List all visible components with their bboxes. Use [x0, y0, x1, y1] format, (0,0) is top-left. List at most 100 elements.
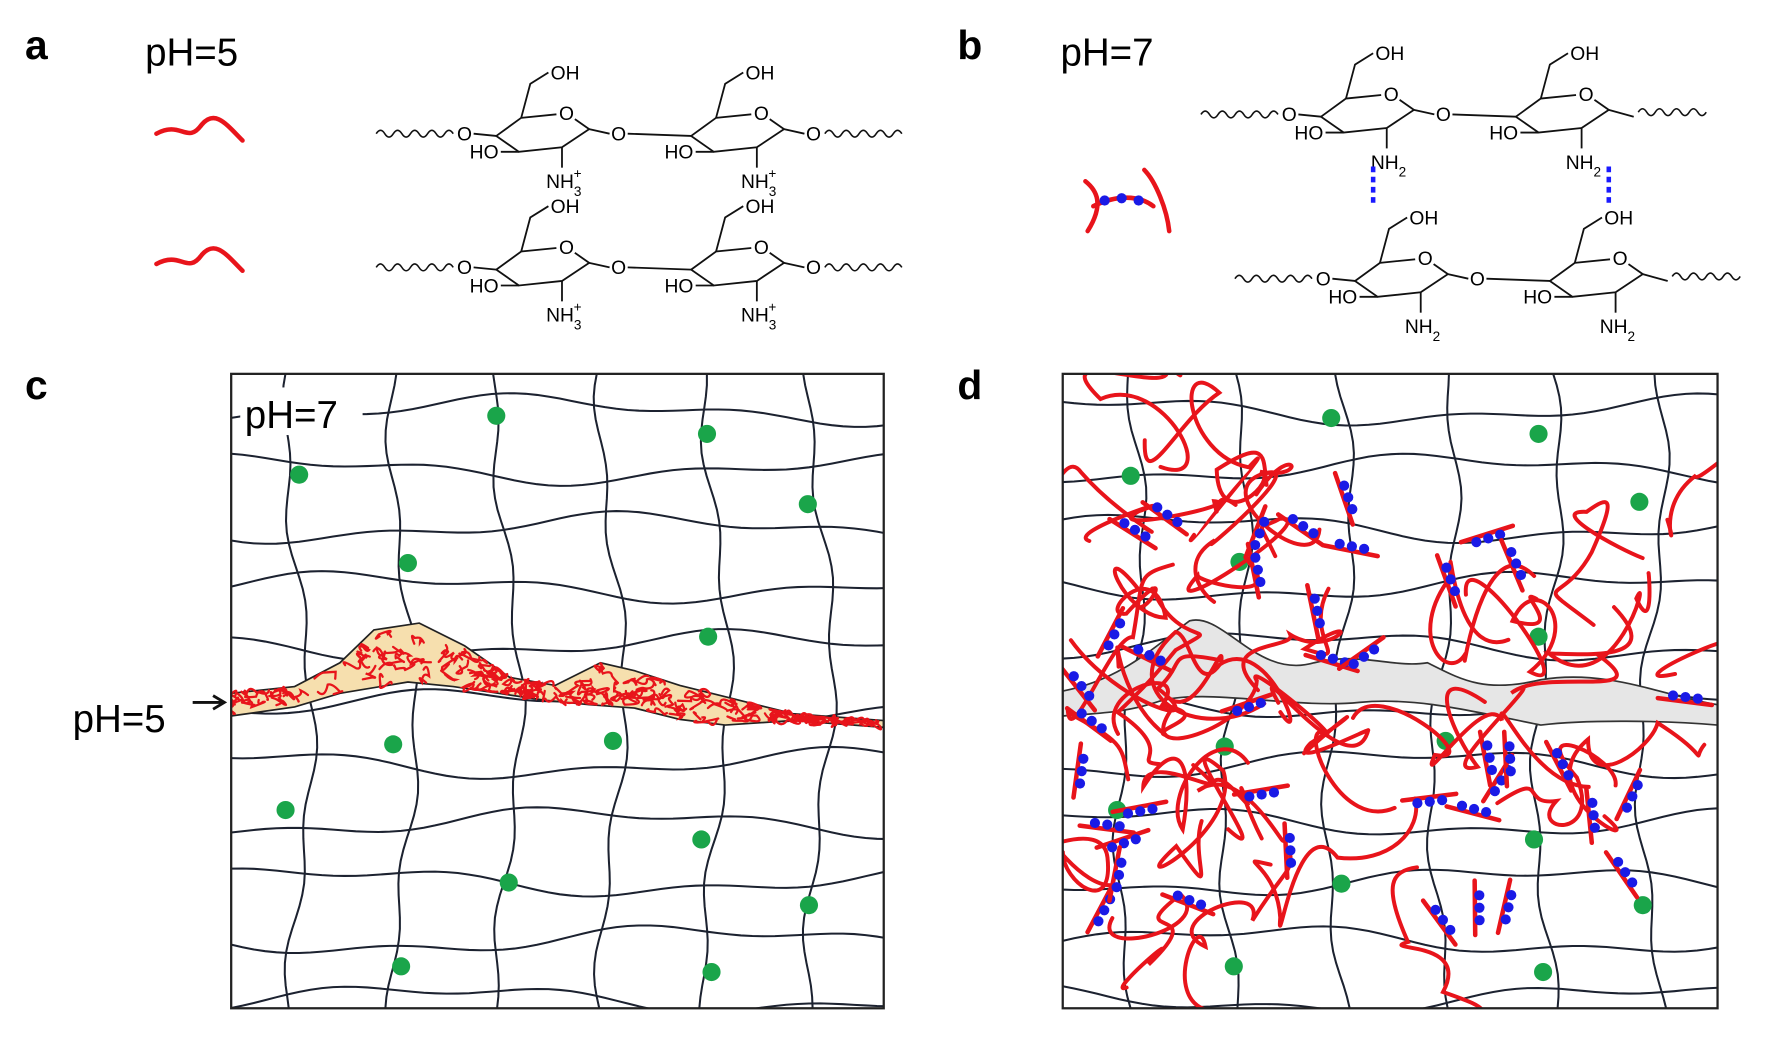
arrow [192, 694, 228, 711]
atom-label: NH [741, 306, 769, 327]
atom-label: NH [546, 172, 574, 193]
crosslinker [384, 735, 403, 754]
chitosan-strand [361, 664, 377, 681]
crosslink-dot [1133, 195, 1144, 206]
wavy-end [824, 263, 903, 272]
crosslink-dot [1551, 747, 1563, 759]
crosslink-dot [1298, 521, 1309, 532]
network-line [231, 452, 884, 487]
atom-label: OH [551, 197, 580, 218]
crosslink-dot [1557, 759, 1568, 770]
crosslink-dot [1327, 653, 1339, 664]
crosslink-dot [1122, 808, 1134, 819]
atom-label: OH [1570, 44, 1599, 65]
crosslink-dot [1076, 680, 1087, 692]
atom-label: HO [1489, 123, 1518, 144]
crosslink-dot [1437, 794, 1448, 806]
crosslinker [799, 896, 819, 915]
chitosan-strand [256, 689, 271, 702]
crosslink-dot [1627, 877, 1638, 888]
crosslink-dot [1076, 766, 1087, 777]
crosslink-dot [1505, 753, 1516, 764]
crosslink-dot [1343, 492, 1354, 503]
chitosan-strand [460, 650, 489, 665]
crosslink-dot [1140, 531, 1151, 542]
amine-label: NH2 [1566, 153, 1601, 180]
atom-label: O [559, 238, 574, 259]
crosslink-dot [1471, 537, 1482, 548]
chitosan-strand [1083, 178, 1100, 234]
superscript: + [768, 300, 776, 315]
crosslinker [1332, 874, 1351, 893]
crosslink-dot [1484, 752, 1495, 763]
crosslinker [702, 962, 721, 982]
chitosan-strand [236, 692, 256, 706]
atom-label: O [1418, 249, 1433, 270]
chitosan-strand [541, 689, 557, 703]
bond [1413, 109, 1435, 116]
chitosan-strand [657, 693, 675, 708]
chitosan-strand [455, 659, 470, 675]
chitosan-strand [478, 662, 499, 683]
crosslink-dot [1437, 914, 1449, 926]
crosslink-dot [1243, 701, 1255, 713]
crosslink-dot [1111, 882, 1122, 893]
crosslink-dot [1424, 796, 1435, 807]
atom-label: HO [1328, 288, 1357, 309]
crosslink-dot [1692, 693, 1703, 704]
crosslinker [276, 800, 295, 820]
atom-label: O [1436, 105, 1451, 126]
chitosan-strand [374, 629, 393, 640]
crosslink-dot [1621, 802, 1633, 813]
atom-label: O [611, 258, 626, 279]
crosslink-dot [1483, 533, 1494, 544]
atom-label: OH [746, 63, 775, 84]
chitosan-strand [851, 716, 866, 724]
crosslink-dot [1093, 916, 1104, 927]
crosslink-dot [1496, 775, 1507, 786]
chitosan-strand [1193, 470, 1322, 604]
ph-label: pH=7 [245, 394, 338, 437]
crosslinker [1529, 627, 1548, 646]
crosslink-dot [1587, 797, 1598, 808]
chitosan-strand [634, 674, 657, 687]
crosslink-dot [1076, 708, 1087, 719]
crosslinker [697, 424, 717, 443]
network-line [384, 373, 420, 1009]
ring-oxygen-bg [556, 103, 577, 124]
amine-label: NH2 [1405, 317, 1440, 344]
chitosan-strand [418, 665, 431, 686]
bond [473, 132, 497, 137]
network-line [1062, 392, 1718, 427]
chitosan-strand [154, 115, 245, 143]
bond [1447, 273, 1469, 280]
chitosan-strand [1665, 460, 1718, 538]
network-line [1062, 868, 1718, 897]
chitosan-strand [459, 680, 479, 690]
subscript: 2 [1594, 165, 1602, 180]
crosslink-dot [1285, 857, 1297, 868]
crosslink-dot [1099, 905, 1110, 916]
chitosan-strand [676, 692, 707, 705]
crosslink-dot [1474, 915, 1485, 926]
network-line [1062, 632, 1718, 662]
atom-label: HO [665, 143, 694, 164]
chitosan-strand [767, 711, 783, 725]
subscript: 3 [574, 184, 582, 199]
chitosan-strand [1062, 836, 1117, 893]
atom-label: OH [1375, 44, 1404, 65]
atom-label: O [1613, 249, 1628, 270]
subscript: 3 [574, 318, 582, 333]
chitosan-strand [378, 672, 393, 689]
crosslink-dot [1255, 697, 1266, 709]
crosslink-dot [1135, 806, 1146, 817]
atom-label: OH [746, 197, 775, 218]
chitosan-strand [1107, 891, 1190, 991]
chitosan-strand [564, 679, 591, 696]
atom-label: O [806, 258, 821, 279]
bond [627, 266, 692, 271]
atom-label: O [1470, 269, 1485, 290]
ring-oxygen-bg [1575, 83, 1597, 105]
crosslink-dot [1503, 902, 1514, 913]
wavy-end [1671, 272, 1741, 281]
